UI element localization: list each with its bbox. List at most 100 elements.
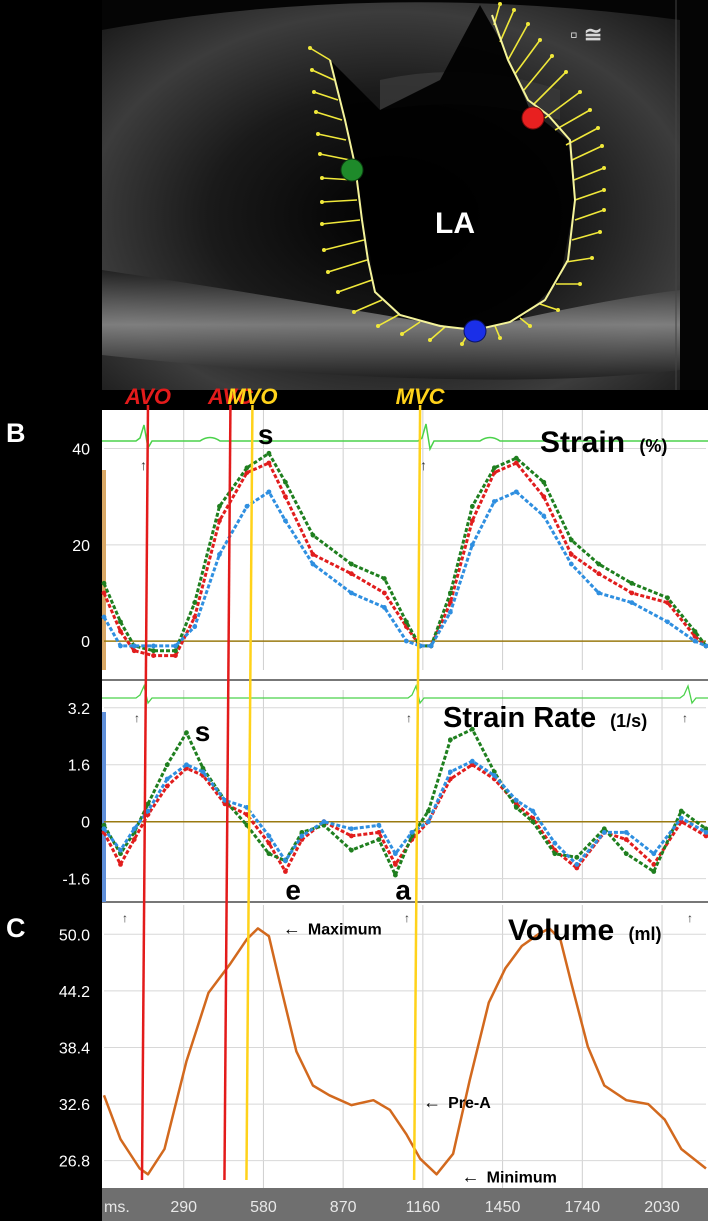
tracking-arrow-25 [573,167,605,181]
point-blue-0-16 [447,609,453,615]
point-red-0-8 [266,460,272,466]
point-green-1-9 [266,851,272,857]
echo-tissue-band [102,270,680,380]
point-blue-1-9 [266,833,272,839]
ecg-arrow-3: ↑ [134,711,140,725]
point-green-1-23 [552,851,558,857]
tracking-arrow-head-13 [376,324,380,328]
point-blue-1-5 [184,762,189,768]
point-green-1-27 [651,869,657,874]
point-red-1-14 [376,829,382,835]
point-green-1-3 [145,801,151,807]
point-blue-1-17 [425,819,431,825]
point-green-0-10 [310,532,316,538]
strain-rate-series [101,726,708,878]
tracking-arrow-23 [574,209,605,221]
y-tick-1-2: 0 [81,815,90,832]
strain-rate-title: Strain Rate (1/s) [443,702,647,734]
annotation-2-2: Minimum [487,1169,557,1186]
point-blue-0-22 [596,590,602,596]
tracking-arrow-head-22 [598,230,602,234]
point-blue-1-6 [200,769,206,775]
point-blue-1-1 [118,847,123,853]
point-green-0-5 [192,600,198,605]
x-tick-4: 1160 [406,1199,441,1216]
point-red-0-22 [596,571,602,577]
annotation-1-1: e [285,874,301,905]
point-red-1-1 [118,862,123,867]
point-blue-0-9 [283,518,288,524]
y-tick-2-3: 32.6 [59,1097,90,1114]
series-green-1 [102,727,707,877]
point-blue-0-15 [428,643,434,649]
strain-unit: (%) [639,436,667,456]
y-tick-0-2: 0 [81,634,90,651]
point-green-0-25 [692,629,698,634]
point-green-1-21 [513,805,519,810]
point-red-0-19 [513,460,519,466]
point-blue-1-12 [321,819,327,825]
point-red-0-3 [151,653,156,658]
left-margin [0,0,102,1221]
point-red-0-9 [283,494,288,500]
point-green-1-15 [392,872,398,878]
strain-rate-color-scale [102,712,106,902]
point-red-1-24 [574,865,580,871]
tracking-arrow-10 [327,259,368,273]
y-tick-2-2: 38.4 [59,1040,90,1057]
point-green-1-1 [118,851,123,857]
y-tick-1-0: 3.2 [68,701,90,718]
point-green-1-26 [623,851,629,857]
volume-x-axis-bar [102,1188,708,1221]
ecg-trace-strain-rate [102,683,708,705]
tracking-arrow-30 [532,71,567,106]
point-red-1-26 [623,837,629,842]
volume-series [102,927,707,1176]
point-blue-1-2 [131,826,137,832]
point-blue-1-24 [574,862,580,867]
point-blue-0-2 [131,643,137,649]
point-green-0-9 [283,479,288,485]
point-red-0-5 [192,614,198,620]
annotation-2-1: Pre-A [448,1095,491,1112]
strain-title: Strain (%) [540,426,667,459]
point-red-0-20 [541,494,547,500]
tracking-arrow-head-27 [596,126,600,130]
tracking-arrow-4 [317,133,347,141]
point-blue-1-3 [145,808,151,814]
point-blue-0-1 [118,643,123,649]
point-green-1-28 [678,808,684,814]
point-red-0-10 [310,552,316,557]
tracking-arrow-head-20 [578,282,582,286]
point-green-0-0 [101,580,107,586]
point-blue-1-18 [447,769,453,775]
tracking-arrow-19 [539,303,559,311]
point-green-1-4 [164,762,170,768]
y-tick-2-4: 26.8 [59,1154,90,1171]
x-tick-0: ms. [104,1199,130,1216]
event-line-mvc [412,404,422,1181]
tracking-arrow-head-19 [556,308,560,312]
point-green-0-11 [348,561,354,567]
tracking-arrow-2 [313,91,339,101]
tracking-arrow-head-3 [314,110,318,114]
point-blue-0-21 [568,561,574,567]
point-blue-1-4 [164,776,170,782]
tracking-arrow-5 [319,153,351,161]
point-blue-0-18 [491,499,497,504]
point-blue-0-0 [101,614,107,620]
ecg-arrow-2: ↑ [420,457,427,473]
strain-rate-y-ticks: 3.2 1.6 0 -1.6 [62,701,90,889]
point-red-1-2 [131,837,137,842]
point-blue-0-11 [348,590,354,596]
point-green-0-4 [173,648,178,654]
point-blue-1-0 [101,826,107,832]
tracking-arrow-34 [499,9,515,43]
point-red-0-11 [348,571,354,577]
x-tick-3: 870 [330,1199,357,1216]
la-border-trace [329,14,577,332]
point-red-1-13 [348,833,354,839]
point-green-0-19 [513,455,519,461]
point-green-1-18 [447,737,453,743]
